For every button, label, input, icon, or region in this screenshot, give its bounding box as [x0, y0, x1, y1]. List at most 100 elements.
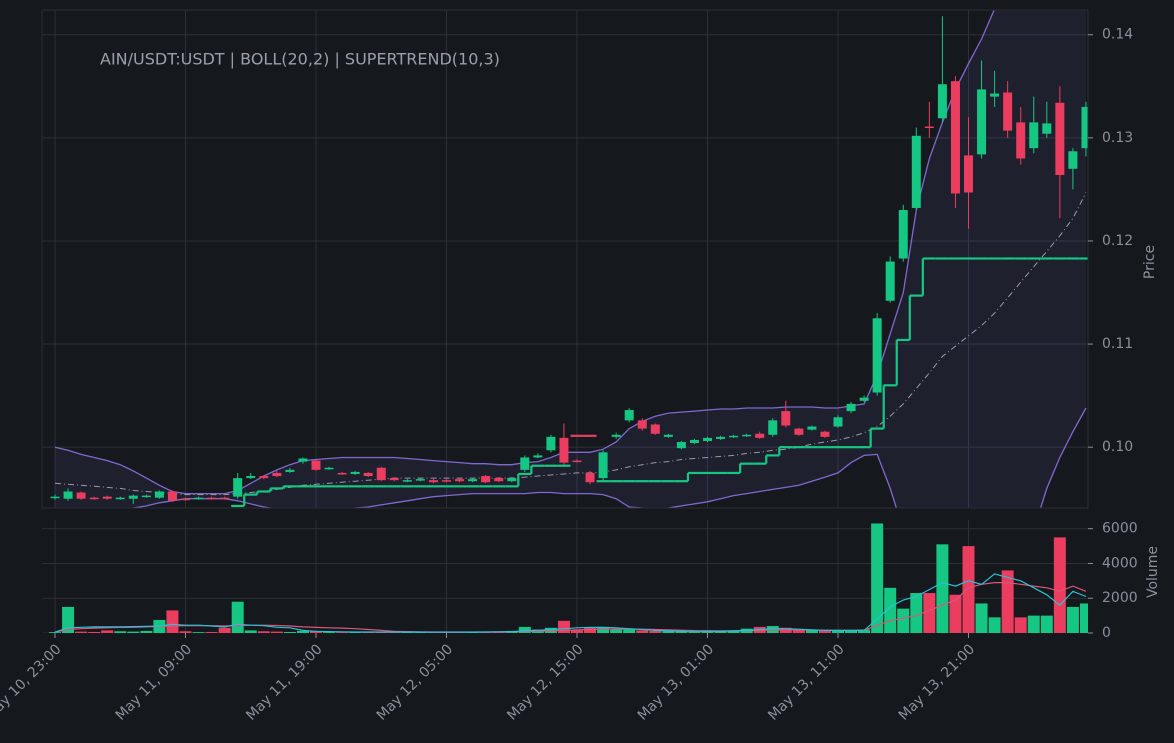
- volume-bar: [270, 631, 283, 633]
- volume-bar: [1027, 615, 1040, 633]
- candle-body: [533, 455, 543, 458]
- y-tick-label: 2000: [1102, 590, 1138, 606]
- candle-body: [794, 428, 804, 435]
- candle-body: [141, 495, 151, 498]
- candle-body: [76, 492, 86, 499]
- volume-ma: [54, 573, 1087, 633]
- candle-body: [167, 491, 177, 501]
- volume-bar: [1079, 603, 1088, 633]
- candle-body: [376, 467, 386, 481]
- volume-bar: [897, 608, 910, 633]
- volume-bar: [818, 630, 831, 633]
- volume-bar: [962, 546, 975, 633]
- candle-body: [624, 410, 634, 421]
- candle-body: [154, 491, 164, 498]
- candle-body: [559, 437, 569, 463]
- candle-body: [1016, 122, 1026, 159]
- volume-bar: [557, 620, 570, 633]
- volume-bar: [975, 603, 988, 633]
- volume-bar: [296, 630, 309, 633]
- volume-bar: [244, 630, 257, 633]
- candle-body: [755, 433, 765, 438]
- candle-body: [402, 480, 412, 482]
- volume-bar: [571, 630, 583, 633]
- volume-bar: [701, 631, 714, 633]
- candle-body: [898, 210, 908, 259]
- chart-title: AIN/USDT:USDT | BOLL(20,2) | SUPERTREND(…: [100, 50, 500, 69]
- candle-body: [1042, 123, 1052, 134]
- candle-body: [703, 437, 712, 441]
- volume-bar: [401, 632, 414, 633]
- candle-body: [63, 491, 73, 499]
- volume-bar: [62, 606, 75, 633]
- candle-body: [89, 497, 99, 500]
- candle-body: [272, 472, 282, 477]
- candle-body: [324, 467, 334, 470]
- volume-bar: [1001, 570, 1014, 633]
- y-tick-label: 0.11: [1102, 336, 1133, 352]
- candle-body: [807, 426, 817, 430]
- candle-body: [846, 403, 856, 412]
- volume-bar: [88, 631, 101, 633]
- volume-bar: [218, 627, 231, 633]
- candle-body: [859, 397, 869, 401]
- volume-panel: [42, 520, 1088, 633]
- volume-bar: [427, 632, 440, 633]
- band-upper: [54, 10, 995, 495]
- candle-body: [689, 439, 699, 444]
- price-frame: [41, 9, 1089, 509]
- candle-body: [1003, 92, 1013, 131]
- volume-bar: [923, 593, 936, 633]
- candle-body: [598, 452, 608, 479]
- candle-body: [363, 472, 373, 477]
- price-panel: [42, 10, 1088, 508]
- candle-body: [729, 435, 739, 438]
- volume-bar: [832, 630, 844, 633]
- candle-body: [546, 436, 556, 451]
- candle-body: [1055, 102, 1065, 175]
- candle-body: [637, 420, 647, 429]
- candle-body: [663, 434, 673, 437]
- volume-bar: [871, 523, 884, 633]
- candle-body: [507, 478, 517, 482]
- volume-bar: [988, 617, 1001, 633]
- y-tick-label: 0.10: [1102, 439, 1133, 455]
- volume-bar: [662, 631, 675, 633]
- candle-body: [1068, 151, 1078, 169]
- volume-bar: [310, 631, 322, 633]
- volume-bar: [727, 630, 740, 633]
- volume-bar: [114, 631, 127, 633]
- candle-body: [311, 460, 321, 470]
- candle-body: [611, 434, 621, 437]
- candle-body: [128, 495, 138, 499]
- candle-body: [885, 261, 895, 301]
- candle-body: [990, 93, 1000, 97]
- volume-bar: [518, 626, 531, 633]
- candle-body: [350, 471, 360, 474]
- volume-bar: [910, 593, 923, 633]
- candle-body: [494, 478, 504, 482]
- volume-bar: [140, 630, 153, 633]
- candle-body: [781, 411, 791, 426]
- volume-bar: [597, 626, 610, 633]
- volume-bar: [101, 630, 114, 633]
- candle-body: [207, 497, 217, 500]
- candle-body: [585, 472, 595, 483]
- y-tick-label: 0: [1102, 625, 1111, 641]
- candle-body: [676, 442, 686, 449]
- y-tick-label: 0.12: [1102, 233, 1133, 249]
- volume-bar: [231, 601, 244, 633]
- candle-body: [768, 420, 778, 435]
- volume-bar: [192, 632, 205, 633]
- candle-body: [246, 476, 256, 479]
- candle-body: [964, 155, 973, 193]
- candle-body: [950, 81, 960, 194]
- volume-bar: [805, 630, 818, 633]
- volume-bar: [584, 627, 597, 633]
- band-middle: [54, 192, 1087, 496]
- candle-body: [233, 478, 243, 497]
- candle-body: [742, 434, 752, 437]
- volume-bar: [949, 594, 962, 633]
- y-axis-label: Price: [1142, 245, 1158, 279]
